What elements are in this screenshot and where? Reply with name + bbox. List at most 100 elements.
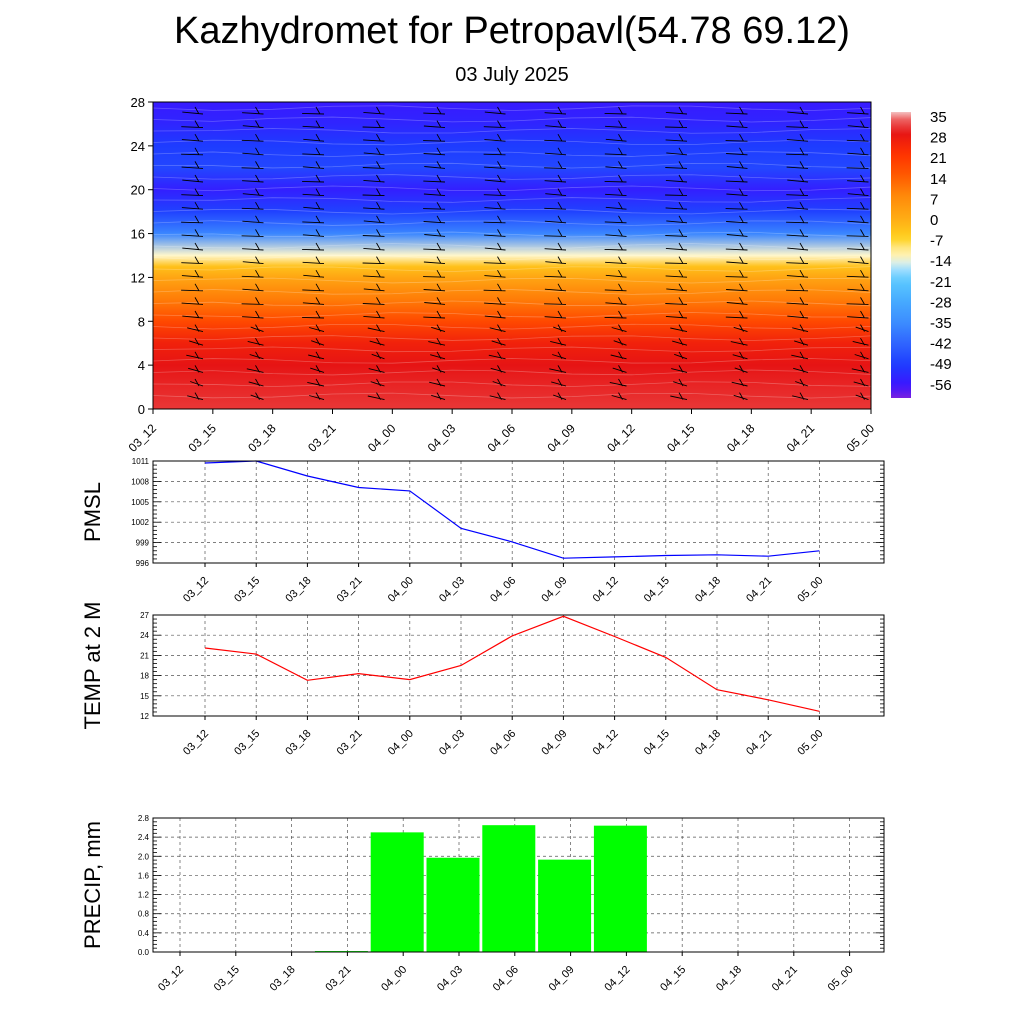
wind-barb [302,215,325,224]
wind-barb [363,106,385,115]
y-axis-title: PRECIP, mm [80,821,105,949]
wind-barb [605,229,627,237]
wind-barb [665,106,688,115]
wind-barb [302,147,325,156]
x-tick-label: 03_18 [283,575,313,605]
wind-barb [431,324,446,333]
wind-barb [725,133,748,142]
x-tick-label: 03_21 [335,575,365,605]
wind-barb [302,174,325,183]
colorbar-label: 7 [930,191,938,208]
wind-barb [432,365,446,373]
wind-barb [605,161,627,169]
wind-barb [793,365,809,373]
wind-barb [605,269,627,278]
heatmap-x-tick-label: 04_09 [544,421,578,455]
wind-barb [186,351,204,360]
wind-barb [544,269,567,278]
contour-line [152,185,872,192]
heatmap-x-tick-label: 03_15 [185,421,219,455]
wind-barb [787,242,809,251]
heatmap-x-tick-label: 04_00 [365,421,399,455]
wind-barb [544,161,567,169]
wind-barb [846,133,869,142]
wind-barb [250,392,264,401]
wind-barb [787,174,809,183]
wind-barb [484,161,506,169]
y-tick-label: 2.0 [138,852,150,861]
wind-barb [671,365,688,373]
heatmap-x-tick-label: 04_03 [425,421,459,455]
wind-barb [787,310,809,319]
wind-barb [363,310,385,319]
wind-barb [553,324,567,333]
wind-barb [725,201,748,210]
wind-barb [604,242,627,251]
wind-barb [242,188,264,197]
precip-bar [370,832,424,952]
panel-frame [152,817,885,953]
wind-barb [786,297,809,305]
wind-barb [310,365,325,373]
wind-barb [484,297,506,305]
wind-barb [362,120,385,129]
wind-barb [792,324,809,333]
wind-barb [855,324,869,333]
wind-barb [181,120,204,129]
x-tick-label: 04_18 [714,964,744,994]
contour-line [152,174,872,180]
wind-barb [302,120,325,129]
wind-barb [242,242,264,251]
heatmap-y-tick-label: 20 [131,183,145,198]
wind-barb [181,161,204,169]
wind-barb [612,365,627,373]
heatmap-y-tick-label: 0 [138,402,145,417]
heatmap-y-tick-label: 8 [138,314,145,329]
wind-barb [181,229,204,237]
wind-barb [187,324,204,333]
y-tick-label: 27 [140,611,149,620]
wind-barb [731,378,748,387]
wind-barb [673,378,688,387]
wind-barb [308,351,325,360]
wind-barb [181,188,204,197]
wind-barb [786,147,809,156]
heatmap-x-tick-label: 03_21 [305,421,339,455]
wind-barb [672,337,688,346]
wind-barb [553,392,567,401]
x-tick-label: 04_06 [491,964,521,994]
precip-panel: 0.0 0.4 0.8 1.2 1.6 2.0 2.4 2.8 03_12 03_15 03_18 0… [80,814,885,994]
wind-barb [363,283,385,292]
wind-barb [484,106,506,115]
wind-barb [483,120,506,129]
contour-line [152,358,872,364]
wind-barb [847,174,869,183]
x-tick-label: 04_06 [488,728,518,758]
wind-barb [302,229,325,237]
x-tick-label: 05_00 [795,728,825,758]
wind-barb [791,351,809,360]
contour-line [152,346,872,353]
wind-barb [187,392,204,401]
wind-barb [847,283,869,292]
heatmap-y-tick-label: 4 [138,358,145,373]
wind-barb [302,256,325,265]
wind-barb [786,229,809,237]
wind-barb [786,161,809,169]
wind-barb [665,174,688,183]
wind-barb [428,337,446,346]
y-tick-label: 0.0 [138,948,150,957]
x-tick-label: 04_18 [693,575,723,605]
wind-barb [489,392,506,401]
wind-barb [242,106,264,115]
colorbar-label: -42 [930,336,952,353]
wind-barb [609,378,627,387]
contour-line [152,300,872,307]
heatmap-x-tick-label: 04_06 [485,421,519,455]
pmsl-panel: 996 999 1002 1005 1008 1011 03_12 03_15 03_18 03_… [80,457,885,605]
wind-barb [786,133,809,142]
wind-barb [847,188,869,197]
wind-barb [613,337,627,346]
wind-barb [424,297,446,305]
